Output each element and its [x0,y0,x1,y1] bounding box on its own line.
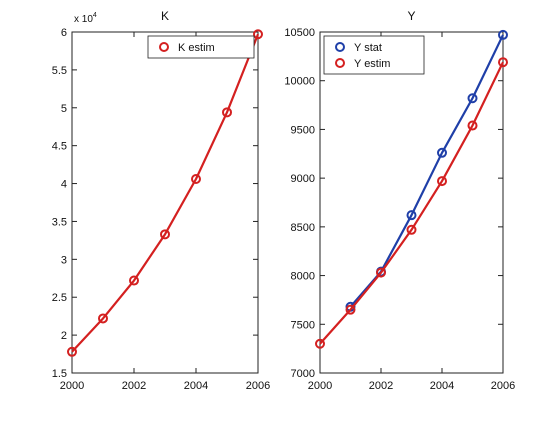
data-point [498,57,508,68]
legend-marker [159,42,169,52]
series-line [319,61,504,345]
legend-label: Y estim [354,58,390,70]
chart-y: 2000 2002 2004 2006 7000 7500 8000 8500 9000 9500… [284,9,515,392]
y-tick-label: 3 [61,254,67,266]
data-point [406,210,417,221]
y-tick-label: 4.5 [52,141,67,153]
x-tick-label: 2004 [430,380,454,392]
x-tick-label: 2000 [308,380,332,392]
data-point [437,176,447,187]
data-point [345,304,356,315]
y-tick-label: 10500 [284,27,315,39]
x-tick-label: 2004 [184,380,208,392]
data-point [406,224,417,235]
data-point [129,275,139,286]
y-tick-label: 10000 [284,76,315,88]
legend-box [147,35,255,59]
data-point [467,120,478,131]
data-point [222,107,232,118]
legend-marker [335,42,345,52]
y-tick-label: 8000 [291,271,315,283]
y-tick-label: 7000 [291,368,315,380]
data-point [376,267,386,278]
data-point [253,29,263,40]
x-tick-label: 2006 [246,380,270,392]
axes-box [319,31,504,374]
data-point [98,313,108,324]
y-tick-label: 9500 [291,124,315,136]
x-tick-label: 2002 [369,380,393,392]
y-tick-label: 1.5 [52,368,67,380]
y-tick-label: 9000 [291,173,315,185]
y-tick-label: 3.5 [52,216,67,228]
y-multiplier-exponent: 4 [93,12,97,19]
legend-label: K estim [178,42,215,54]
legend-marker [335,58,345,68]
data-point [67,346,77,357]
y-tick-label: 4 [61,179,67,191]
y-tick-label: 6 [61,27,67,39]
data-point [315,338,325,349]
data-point [498,29,508,40]
y-tick-label: 5 [61,103,67,115]
y-tick-label: 7500 [291,319,315,331]
y-tick-label: 5.5 [52,65,67,77]
chart-title: Y [407,9,415,23]
x-tick-label: 2000 [60,380,84,392]
chart-k: 2000 2002 2004 2006 1.5 2 2.5 3 3.5 4 4.5 5 5.5 6 Kx 1… [52,9,271,392]
y-multiplier: x 104 [74,12,97,25]
axes-box [71,31,259,374]
data-point [437,147,447,158]
x-tick-label: 2006 [491,380,515,392]
y-tick-label: 2 [61,330,67,342]
data-point [467,93,478,104]
y-multiplier-base: x 10 [74,14,93,25]
x-tick-label: 2002 [122,380,146,392]
y-tick-label: 2.5 [52,292,67,304]
y-tick-label: 8500 [291,222,315,234]
data-point [160,229,170,240]
data-point [191,174,201,185]
legend-label: Y stat [354,42,382,54]
chart-title: K [161,9,169,23]
series-line [71,33,260,353]
